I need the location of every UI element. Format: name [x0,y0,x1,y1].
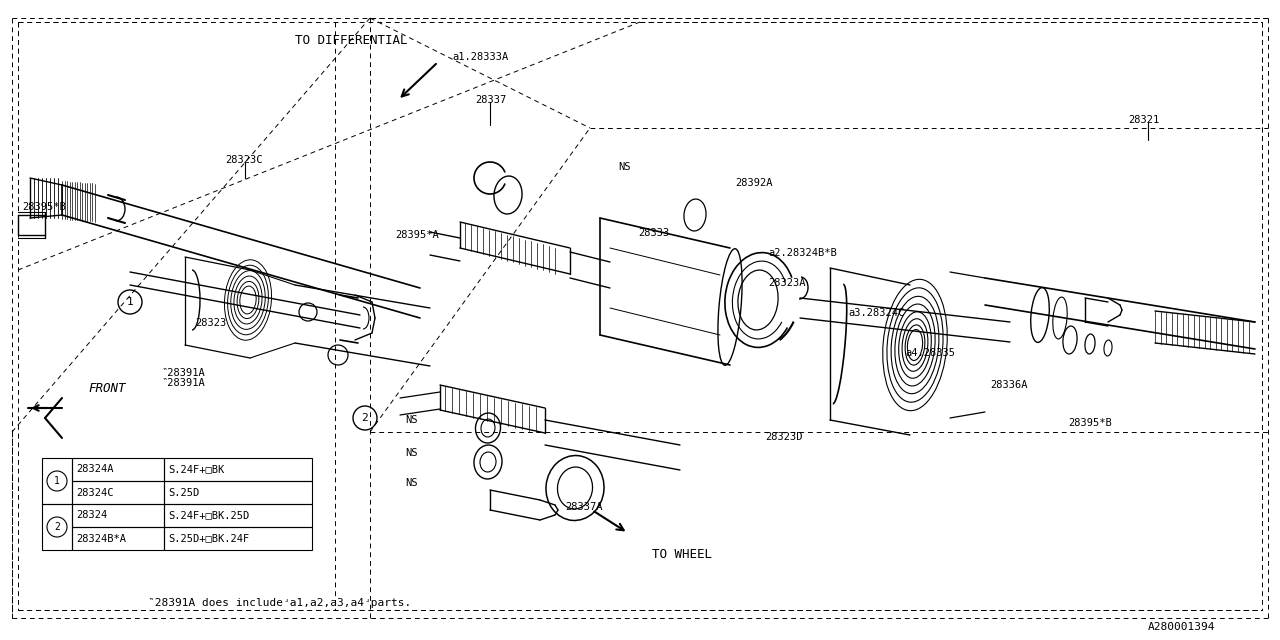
Text: ‶28391A: ‶28391A [163,378,206,388]
Text: S.25D+□BK.24F: S.25D+□BK.24F [168,534,250,543]
Text: 28324: 28324 [76,511,108,520]
Bar [42,458,72,504]
Bar [164,481,312,504]
Text: a3.28324C: a3.28324C [849,308,904,318]
Text: 28392A: 28392A [735,178,773,188]
Bar [164,504,312,527]
Text: ‶28391A: ‶28391A [163,368,206,378]
Text: NS: NS [618,162,631,172]
Text: 1: 1 [127,297,133,307]
Text: A280001394: A280001394 [1148,622,1216,632]
Bar [72,504,164,527]
Text: 28336A: 28336A [989,380,1028,390]
Bar [42,504,72,550]
Bar [72,481,164,504]
Text: 2: 2 [54,522,60,532]
Text: 28323D: 28323D [765,432,803,442]
Text: 28323A: 28323A [768,278,805,288]
Text: FRONT: FRONT [88,382,125,395]
Text: 28337: 28337 [475,95,507,105]
Text: NS: NS [404,415,417,425]
Bar [72,458,164,481]
Text: 28321: 28321 [1128,115,1160,125]
Bar [164,527,312,550]
Bar [72,527,164,550]
Text: TO DIFFERENTIAL: TO DIFFERENTIAL [294,34,407,47]
Text: 28324B*A: 28324B*A [76,534,125,543]
Text: 2: 2 [362,413,369,423]
Text: TO WHEEL: TO WHEEL [652,548,712,561]
Text: NS: NS [404,448,417,458]
Text: ‶28391A does includeʴa1,a2,a3,a4ʴparts.: ‶28391A does includeʴa1,a2,a3,a4ʴparts. [148,598,411,608]
Text: a4.28335: a4.28335 [905,348,955,358]
Text: 28324C: 28324C [76,488,114,497]
Text: a1.28333A: a1.28333A [452,52,508,62]
Text: NS: NS [404,478,417,488]
Text: a2.28324B*B: a2.28324B*B [768,248,837,258]
Text: S.25D: S.25D [168,488,200,497]
Text: 28395*B: 28395*B [1068,418,1112,428]
Text: S.24F+□BK: S.24F+□BK [168,465,224,474]
Text: 28323: 28323 [195,318,227,328]
Text: 28323C: 28323C [225,155,262,165]
Bar [164,458,312,481]
Text: 28395*B: 28395*B [22,202,65,212]
Text: S.24F+□BK.25D: S.24F+□BK.25D [168,511,250,520]
Text: 28333: 28333 [637,228,669,238]
Text: 1: 1 [54,476,60,486]
Text: 28337A: 28337A [564,502,603,512]
Text: 28324A: 28324A [76,465,114,474]
Text: 28395*A: 28395*A [396,230,439,240]
